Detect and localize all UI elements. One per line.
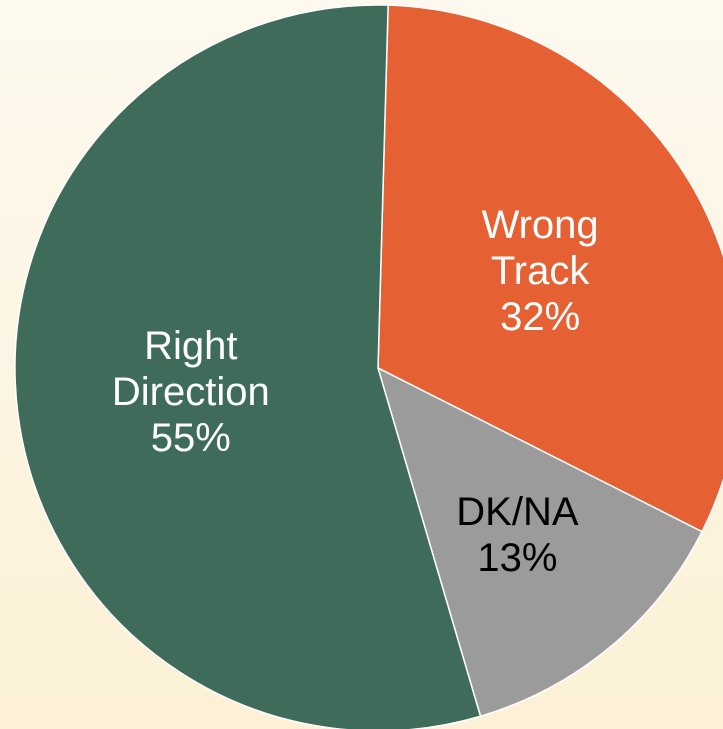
- slice-label: Wrong Track 32%: [450, 202, 630, 340]
- slice-value: 32%: [500, 295, 581, 340]
- pie-slice: [377, 4, 723, 533]
- slice-name: Wrong Track: [481, 203, 599, 294]
- slice-value: 13%: [477, 536, 558, 581]
- pie-slice: [376, 366, 704, 718]
- slice-label: Right Direction 55%: [101, 323, 281, 461]
- pie-slice: [14, 4, 482, 729]
- slice-name: DK/NA: [456, 490, 579, 535]
- slice-label: DK/NA 13%: [427, 489, 607, 581]
- slice-name: Right Direction: [111, 324, 270, 415]
- slice-value: 55%: [150, 416, 231, 461]
